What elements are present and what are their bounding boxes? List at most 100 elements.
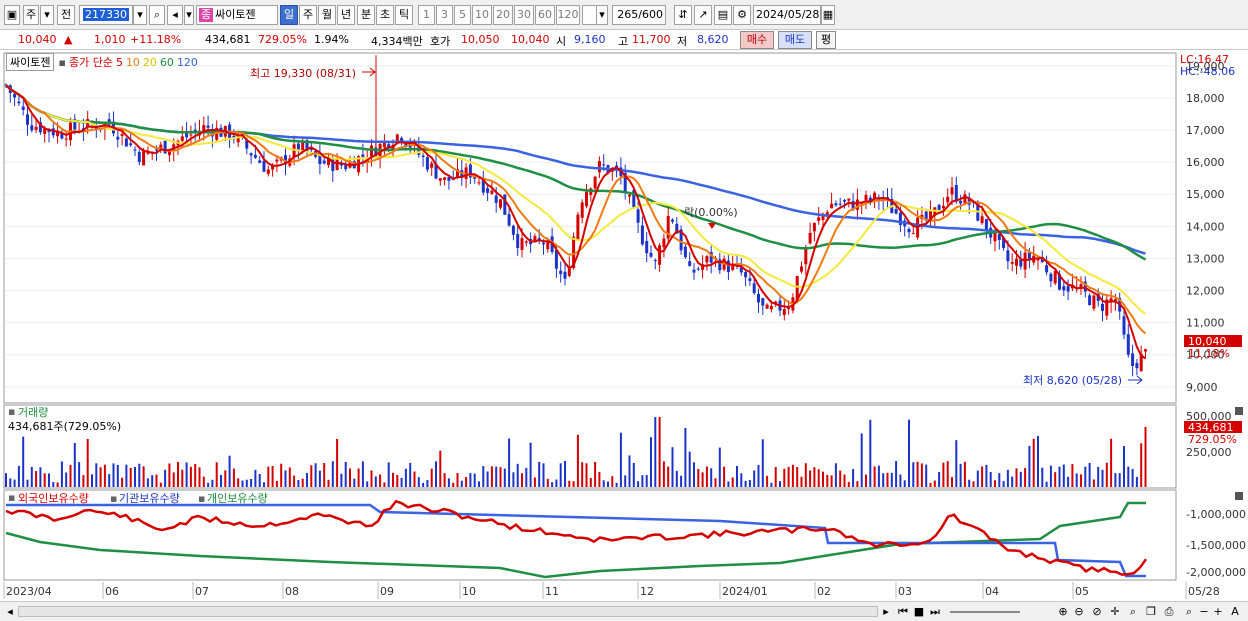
volume-bar — [293, 475, 296, 487]
candle-body — [395, 134, 399, 141]
scroll-left-icon[interactable]: ◂ — [7, 605, 13, 618]
volume-bar — [1062, 464, 1065, 487]
volume-bar — [533, 477, 536, 487]
interval-minute[interactable]: 분 — [357, 5, 375, 25]
tick-10[interactable]: 10 — [472, 5, 492, 25]
sell-button[interactable]: 매도 — [778, 31, 812, 49]
code-dropdown-icon[interactable]: ▾ — [133, 5, 147, 25]
chart-area[interactable]: LC:16.47 HC:-48.06 19,000 18,000 17,000 16,… — [0, 50, 1248, 621]
x-axis-label: 12 — [640, 585, 654, 598]
font-size-icon[interactable]: A — [1231, 605, 1239, 618]
stock-name-field[interactable]: 종 싸이토젠 — [196, 5, 278, 25]
crosshair-icon[interactable]: ✛ — [1110, 605, 1120, 618]
prev-button[interactable]: 전 — [57, 5, 75, 25]
tick-1[interactable]: 1 — [418, 5, 435, 25]
sound-dropdown-icon[interactable]: ▾ — [184, 5, 194, 25]
interval-tick[interactable]: 틱 — [395, 5, 413, 25]
candle-body — [1079, 284, 1083, 289]
candle-body — [258, 160, 262, 163]
volume-bar — [933, 480, 936, 487]
interval-year[interactable]: 년 — [337, 5, 355, 25]
zoom-slider[interactable] — [950, 611, 1020, 613]
tick-5[interactable]: 5 — [454, 5, 471, 25]
tick-60[interactable]: 60 — [535, 5, 555, 25]
date-input[interactable]: 2024/05/28 — [753, 5, 821, 25]
candle-body — [17, 101, 21, 104]
eval-button[interactable]: 평 — [816, 31, 836, 49]
period-type-select[interactable]: 주 — [23, 5, 39, 25]
reset-zoom-icon[interactable]: ⊘ — [1092, 605, 1102, 618]
layout-icon[interactable]: ▣ — [4, 5, 20, 25]
ma60-label: 60 — [159, 56, 174, 69]
stop-icon[interactable]: ■ — [913, 605, 925, 618]
speaker-icon[interactable]: ◂ — [167, 5, 183, 25]
stock-legend-box[interactable]: 싸이토젠 — [6, 53, 55, 71]
print-icon[interactable]: ⎙ — [1164, 605, 1174, 618]
volume-bar — [134, 466, 136, 487]
volume-bar — [499, 467, 502, 487]
first-page-icon[interactable]: ⏮ — [898, 605, 908, 618]
volume-bar — [392, 472, 394, 487]
interval-second[interactable]: 초 — [376, 5, 394, 25]
minus-icon[interactable]: − — [1199, 605, 1209, 618]
volume-bar — [52, 482, 55, 487]
volume-bar — [817, 469, 820, 487]
tick-30[interactable]: 30 — [514, 5, 534, 25]
volume-bar — [125, 464, 128, 487]
holding-panel[interactable] — [3, 489, 1177, 581]
stock-chart[interactable]: LC:16.47 HC:-48.06 19,000 18,000 17,000 16,… — [0, 50, 1248, 601]
collapse-icon[interactable]: ⌕ — [1185, 605, 1193, 618]
magnify-icon[interactable]: ⌕ — [1129, 605, 1137, 618]
tick-120[interactable]: 120 — [556, 5, 580, 25]
ma10-line — [5, 84, 1147, 335]
candle-body — [477, 182, 481, 184]
volume-bar — [809, 470, 812, 487]
tick-custom-dropdown-icon[interactable]: ▾ — [596, 5, 608, 25]
interval-month[interactable]: 월 — [318, 5, 336, 25]
candle-body — [692, 269, 696, 273]
period-dropdown-icon[interactable]: ▾ — [40, 5, 54, 25]
volume-bar — [753, 470, 756, 487]
gear-icon[interactable]: ⚙ — [733, 5, 751, 25]
holding-close-icon[interactable] — [1235, 492, 1243, 500]
candle-body — [559, 270, 563, 275]
stock-code-input[interactable]: 217330 — [79, 5, 133, 25]
volume-bar — [852, 469, 855, 487]
volume-bar — [938, 471, 941, 487]
volume-bar — [486, 471, 489, 487]
hold-tick-1: -1,000,000 — [1186, 508, 1246, 521]
last-page-icon[interactable]: ⏭ — [930, 605, 940, 618]
volume-bar — [91, 474, 93, 487]
zoom-out-icon[interactable]: ⊖ — [1074, 605, 1084, 618]
count-input[interactable]: 265/600 — [612, 5, 666, 25]
zoom-in-icon[interactable]: ⊕ — [1058, 605, 1068, 618]
candle-body — [206, 125, 210, 128]
volume-bar — [1024, 468, 1027, 487]
tick-20[interactable]: 20 — [493, 5, 513, 25]
chart-tools-icon[interactable]: ⇵ — [674, 5, 692, 25]
search-icon[interactable]: ⌕ — [149, 5, 165, 25]
copy-icon[interactable]: ❐ — [1146, 605, 1156, 618]
candle-body — [129, 143, 133, 146]
candle-body — [1045, 265, 1049, 273]
candle-body — [382, 141, 386, 148]
calendar-icon[interactable]: ▦ — [821, 5, 835, 25]
interval-week[interactable]: 주 — [299, 5, 317, 25]
turnover-rate: 1.94% — [314, 33, 349, 46]
save-icon[interactable]: ▤ — [714, 5, 732, 25]
draw-line-icon[interactable]: ↗ — [694, 5, 712, 25]
inst-panel-icon: ▪ — [110, 492, 117, 505]
candle-body — [623, 172, 627, 192]
scroll-right-icon[interactable]: ▸ — [883, 605, 889, 618]
interval-day[interactable]: 일 — [280, 5, 298, 25]
price-tick-label: 16,000 — [1186, 156, 1225, 169]
price-panel[interactable] — [3, 52, 1177, 404]
horizontal-scrollbar[interactable] — [18, 606, 878, 617]
tick-3[interactable]: 3 — [436, 5, 453, 25]
buy-button[interactable]: 매수 — [740, 31, 774, 49]
plus-icon[interactable]: + — [1213, 605, 1223, 618]
volume-bar — [869, 419, 872, 487]
volume-bar — [1140, 443, 1143, 487]
volume-bar — [275, 480, 278, 487]
volume-close-icon[interactable] — [1235, 407, 1243, 415]
